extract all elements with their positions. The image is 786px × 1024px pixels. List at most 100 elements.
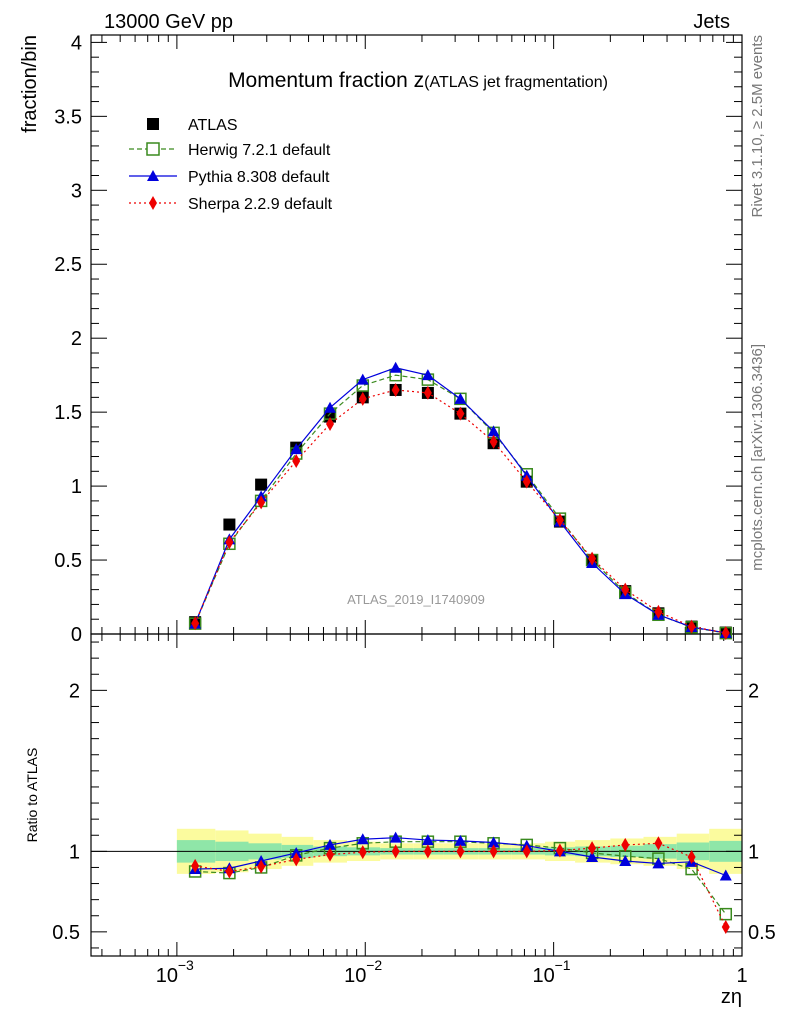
main-point-sherpa bbox=[292, 453, 301, 468]
legend-marker-herwig bbox=[146, 142, 160, 156]
legend: ATLAS Herwig 7.2.1 default Pythia 8.308 … bbox=[129, 117, 333, 213]
main-point-sherpa bbox=[522, 474, 531, 489]
title-sub: (ATLAS jet fragmentation) bbox=[424, 74, 608, 91]
main-point-sherpa bbox=[555, 513, 564, 528]
ratio-point-pythia bbox=[389, 831, 402, 843]
main-point-pythia bbox=[324, 401, 337, 413]
x-tick-label: 1 bbox=[736, 965, 747, 987]
ratio-y-tick-label-left: 0.5 bbox=[52, 922, 80, 944]
main-y-tick-label: 0.5 bbox=[54, 550, 82, 572]
header-left: 13000 GeV pp bbox=[104, 11, 233, 33]
legend-entry-atlas: ATLAS bbox=[147, 117, 238, 134]
ratio-point-sherpa bbox=[326, 847, 335, 862]
ratio-y-tick-label-left: 2 bbox=[69, 680, 80, 702]
x-tick-label: 10 bbox=[344, 965, 366, 987]
ratio-line-sherpa bbox=[195, 842, 727, 928]
main-point-atlas bbox=[255, 478, 268, 491]
main-point-sherpa bbox=[489, 434, 498, 449]
ratio-axis-ticks: 0.5 0.5 1 1 2 2 bbox=[52, 634, 776, 956]
main-y-tick-label: 4 bbox=[71, 32, 82, 54]
ratio-y-tick-label-right: 0.5 bbox=[748, 922, 776, 944]
legend-marker-atlas bbox=[147, 118, 159, 130]
ratio-point-pythia bbox=[652, 857, 665, 869]
x-tick-label: 10 bbox=[156, 965, 178, 987]
main-y-tick-label: 2.5 bbox=[54, 254, 82, 276]
ratio-point-sherpa bbox=[654, 836, 663, 851]
main-point-sherpa bbox=[191, 616, 200, 631]
main-point-sherpa bbox=[391, 382, 400, 397]
chart-title: Momentum fraction z(ATLAS jet fragmentat… bbox=[228, 69, 608, 92]
legend-label-pythia: Pythia 8.308 default bbox=[188, 169, 330, 186]
analysis-watermark: ATLAS_2019_I1740909 bbox=[347, 592, 485, 607]
legend-label-herwig: Herwig 7.2.1 default bbox=[188, 142, 331, 159]
ratio-point-sherpa bbox=[358, 845, 367, 860]
main-y-tick-label: 2 bbox=[71, 328, 82, 350]
main-y-tick-label: 3.5 bbox=[54, 106, 82, 128]
ratio-point-herwig bbox=[719, 907, 733, 921]
ratio-y-tick-label-right: 1 bbox=[748, 841, 759, 863]
main-point-pythia bbox=[389, 361, 402, 373]
ratio-point-sherpa bbox=[391, 844, 400, 859]
main-point-pythia bbox=[356, 373, 369, 385]
ratio-point-pythia bbox=[719, 869, 732, 881]
ratio-point-sherpa bbox=[621, 837, 630, 852]
main-y-axis-label: fraction/bin bbox=[19, 35, 41, 133]
ratio-y-axis-label: Ratio to ATLAS bbox=[24, 748, 40, 843]
ratio-point-pythia bbox=[421, 834, 434, 846]
main-y-tick-label: 1.5 bbox=[54, 402, 82, 424]
ratio-point-sherpa bbox=[225, 864, 234, 879]
ratio-point-sherpa bbox=[191, 858, 200, 873]
legend-label-sherpa: Sherpa 2.2.9 default bbox=[188, 196, 333, 213]
ratio-point-sherpa bbox=[257, 859, 266, 874]
main-point-sherpa bbox=[654, 604, 663, 619]
main-series bbox=[188, 361, 733, 640]
main-point-sherpa bbox=[687, 619, 696, 634]
mcplots-reference-label: mcplots.cern.ch [arXiv:1306.3436] bbox=[749, 344, 766, 571]
ratio-point-pythia bbox=[586, 850, 599, 862]
ratio-point-sherpa bbox=[721, 920, 730, 935]
legend-marker-sherpa bbox=[149, 196, 157, 210]
main-point-sherpa bbox=[588, 551, 597, 566]
x-axis-label: zη bbox=[721, 986, 742, 1008]
main-y-tick-label: 3 bbox=[71, 180, 82, 202]
main-point-sherpa bbox=[257, 495, 266, 510]
legend-entry-sherpa: Sherpa 2.2.9 default bbox=[129, 196, 333, 213]
legend-entry-pythia: Pythia 8.308 default bbox=[129, 169, 330, 186]
ratio-point-sherpa bbox=[456, 844, 465, 859]
main-point-sherpa bbox=[358, 391, 367, 406]
x-tick-label-exponent: −3 bbox=[178, 957, 194, 973]
ratio-point-sherpa bbox=[687, 849, 696, 864]
main-point-sherpa bbox=[326, 416, 335, 431]
legend-marker-pythia bbox=[147, 170, 159, 181]
main-point-atlas bbox=[223, 518, 236, 531]
ratio-point-sherpa bbox=[555, 843, 564, 858]
main-point-sherpa bbox=[225, 535, 234, 550]
main-point-pythia bbox=[421, 369, 434, 381]
ratio-y-tick-label-left: 1 bbox=[69, 841, 80, 863]
main-point-sherpa bbox=[721, 625, 730, 640]
ratio-point-pythia bbox=[619, 855, 632, 867]
x-tick-label-exponent: −1 bbox=[555, 957, 571, 973]
main-point-pythia bbox=[454, 392, 467, 404]
ratio-point-pythia bbox=[324, 838, 337, 850]
main-y-tick-label: 1 bbox=[71, 476, 82, 498]
ratio-point-sherpa bbox=[522, 844, 531, 859]
main-point-sherpa bbox=[423, 385, 432, 400]
ratio-point-sherpa bbox=[489, 844, 498, 859]
x-tick-label: 10 bbox=[533, 965, 555, 987]
ratio-series bbox=[188, 831, 733, 935]
rivet-version-label: Rivet 3.1.10, ≥ 2.5M events bbox=[749, 35, 766, 218]
ratio-point-pythia bbox=[356, 833, 369, 845]
main-point-pythia bbox=[487, 425, 500, 437]
legend-entry-herwig: Herwig 7.2.1 default bbox=[129, 142, 331, 159]
main-line-herwig bbox=[194, 374, 726, 634]
header-right: Jets bbox=[693, 11, 730, 33]
main-line-sherpa bbox=[194, 389, 726, 634]
main-point-sherpa bbox=[456, 406, 465, 421]
legend-label-atlas: ATLAS bbox=[188, 117, 238, 134]
main-point-sherpa bbox=[621, 582, 630, 597]
main-point-pythia bbox=[290, 443, 303, 455]
ratio-panel-frame bbox=[90, 633, 743, 957]
ratio-point-pythia bbox=[454, 834, 467, 846]
